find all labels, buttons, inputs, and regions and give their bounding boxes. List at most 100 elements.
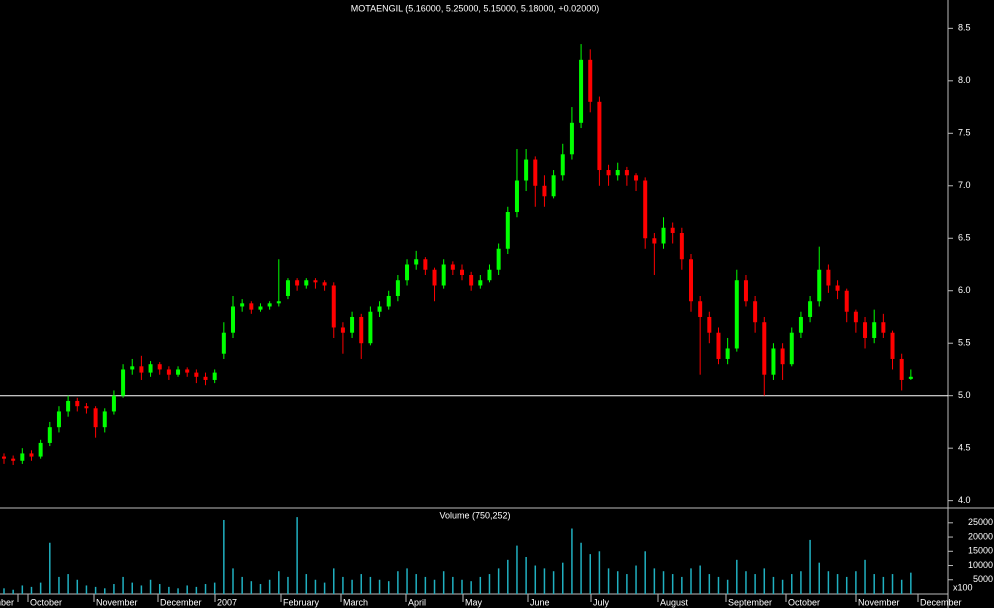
candle-body — [890, 332, 895, 359]
y-tick-label: 4.0 — [958, 495, 971, 505]
volume-bar — [864, 559, 866, 594]
volume-bar — [204, 584, 207, 594]
candle-body — [423, 259, 428, 270]
volume-bar — [543, 568, 546, 594]
volume-bar — [910, 572, 912, 594]
candle-body — [698, 301, 703, 317]
volume-bar — [754, 574, 756, 594]
candle-body — [56, 411, 61, 428]
volume-bar — [488, 574, 491, 594]
candle-body — [569, 122, 574, 155]
volume-bar — [369, 576, 372, 594]
x-tick-label: December — [920, 597, 962, 607]
candle-body — [368, 311, 373, 344]
volume-bar — [158, 584, 161, 594]
candle-body — [322, 282, 327, 286]
candle-body — [231, 306, 235, 333]
volume-bar — [287, 576, 289, 594]
candle-body — [460, 269, 464, 275]
volume-bar — [415, 574, 417, 594]
volume-bar — [360, 574, 362, 594]
volume-bar — [397, 571, 399, 594]
y-tick-label: 4.5 — [958, 443, 971, 453]
candle-body — [84, 406, 89, 409]
volume-bar — [21, 585, 24, 594]
candle-body — [20, 453, 25, 461]
y-tick-label: 6.5 — [958, 233, 971, 243]
candle-body — [899, 358, 904, 380]
volume-bar — [442, 571, 445, 594]
y-tick-label: 6.0 — [958, 285, 971, 295]
candle-body — [716, 332, 721, 359]
candle-body — [377, 306, 382, 312]
volume-bar — [598, 551, 601, 594]
x-tick-label: November — [858, 597, 900, 607]
y-tick-label: 7.0 — [958, 180, 971, 190]
candle-body — [359, 316, 364, 344]
candle-body — [130, 366, 135, 370]
x-tick-label: March — [343, 597, 368, 607]
volume-bar — [827, 571, 830, 594]
candle-body — [798, 316, 803, 333]
candle-body — [670, 227, 675, 234]
volume-bar — [342, 576, 344, 594]
y-tick-label: 20000 — [968, 531, 993, 541]
volume-bar — [470, 581, 472, 594]
candle-body — [121, 369, 126, 396]
candle-body — [240, 303, 245, 307]
x-tick-label: August — [660, 597, 689, 607]
candle-body — [689, 259, 693, 302]
y-tick-label: 5.5 — [958, 338, 971, 348]
volume-bar — [3, 588, 5, 594]
candle-body — [414, 259, 419, 265]
volume-bar — [213, 582, 216, 594]
candle-body — [148, 364, 153, 373]
volume-bar — [800, 571, 802, 594]
volume-bar — [85, 585, 88, 594]
volume-bar — [690, 568, 692, 594]
candle-body — [853, 311, 858, 323]
volume-bar — [58, 576, 60, 594]
volume-bar — [882, 576, 885, 594]
candle-body — [93, 408, 98, 428]
volume-bar — [873, 574, 875, 594]
candle-body — [634, 175, 639, 181]
candle-body — [789, 332, 794, 365]
chart-title: MOTAENGIL (5.16000, 5.25000, 5.15000, 5.… — [351, 3, 599, 13]
candle-body — [395, 280, 400, 296]
candle-body — [844, 290, 849, 312]
candle-body — [441, 264, 446, 286]
candle-body — [194, 372, 199, 377]
x-tick-label: April — [408, 597, 426, 607]
x-tick-label: 2007 — [217, 597, 237, 607]
candle-body — [139, 366, 144, 373]
volume-bar — [94, 586, 97, 594]
volume-bar — [149, 579, 152, 594]
volume-bar — [296, 517, 298, 594]
candle-body — [267, 303, 272, 307]
volume-bar — [855, 571, 857, 594]
candle-body — [47, 427, 52, 443]
volume-bar — [168, 586, 170, 594]
volume-bar — [195, 586, 198, 594]
volume-bar — [424, 576, 427, 594]
y-tick-label: 7.5 — [958, 128, 971, 138]
volume-bar — [387, 581, 390, 594]
volume-bar — [607, 568, 610, 594]
candle-body — [606, 170, 611, 176]
volume-bar — [571, 528, 573, 594]
volume-bar — [461, 579, 463, 594]
candle-body — [221, 332, 226, 354]
candle-body — [743, 280, 748, 302]
y-tick-label: 15000 — [968, 546, 993, 556]
candle-body — [725, 348, 730, 359]
y-tick-label: 5000 — [973, 574, 993, 584]
candle-body — [405, 264, 410, 281]
volume-bar — [479, 576, 482, 594]
volume-bar — [845, 576, 848, 594]
candle-body — [624, 170, 629, 176]
volume-bar — [232, 568, 234, 594]
candle-body — [340, 327, 345, 333]
candle-body — [432, 269, 437, 286]
candle-body — [249, 303, 254, 310]
